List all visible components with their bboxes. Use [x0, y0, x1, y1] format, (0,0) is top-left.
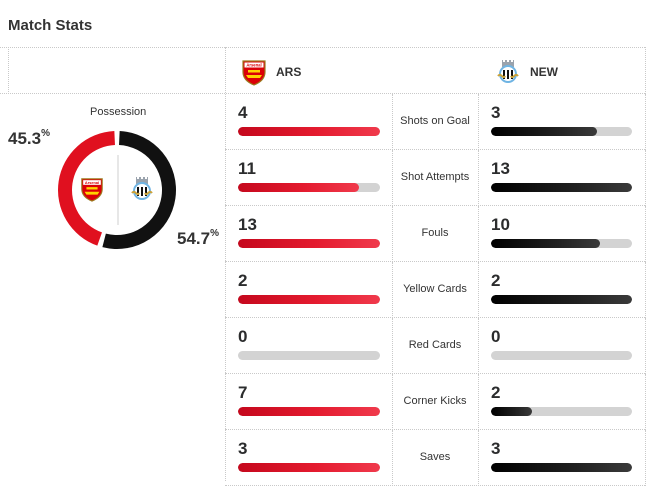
divider: [478, 318, 479, 374]
away-stat-value: 2: [491, 271, 501, 290]
home-stat-bar: [238, 127, 380, 136]
home-team-abbr: ARS: [276, 65, 302, 79]
away-stat-bar-fill: [491, 127, 597, 136]
home-stat-value: 11: [238, 159, 256, 178]
away-stat-value: 13: [491, 159, 510, 178]
home-stat-bar-fill: [238, 407, 380, 416]
possession-ring: Arsenal: [57, 131, 176, 249]
away-stat-bar-fill: [491, 407, 532, 416]
home-stat-bar: [238, 463, 380, 472]
away-stat-value: 0: [491, 327, 501, 346]
home-stat-bar: [238, 183, 380, 192]
divider: [645, 430, 646, 486]
home-stat-value: 2: [238, 271, 248, 290]
home-stat-bar-fill: [238, 239, 380, 248]
divider: [645, 374, 646, 430]
divider: [225, 205, 645, 206]
home-stat-value: 3: [238, 439, 248, 458]
newcastle-crest-icon: [131, 177, 153, 200]
divider: [392, 374, 393, 430]
divider: [0, 93, 645, 94]
home-stat-bar-fill: [238, 183, 359, 192]
divider: [392, 430, 393, 486]
away-team-abbr: NEW: [530, 65, 558, 79]
away-stat-bar: [491, 239, 632, 248]
away-stat-bar-fill: [491, 295, 632, 304]
home-team-header: Arsenal ARS: [240, 58, 301, 86]
section-title: Match Stats: [8, 17, 93, 34]
away-stat-value: 3: [491, 103, 501, 122]
divider: [225, 149, 645, 150]
away-stat-bar: [491, 295, 632, 304]
possession-label: Possession: [90, 106, 147, 118]
away-possession-value: 54.7%: [177, 228, 219, 248]
divider: [392, 318, 393, 374]
away-stat-bar: [491, 351, 632, 360]
away-stat-bar-fill: [491, 183, 632, 192]
divider: [478, 374, 479, 430]
arsenal-crest-icon: Arsenal: [242, 60, 266, 86]
home-stat-bar: [238, 295, 380, 304]
divider: [478, 94, 479, 150]
divider: [225, 429, 645, 430]
divider: [645, 94, 646, 150]
away-stat-bar: [491, 463, 632, 472]
home-stat-value: 0: [238, 327, 248, 346]
away-stat-bar-fill: [491, 463, 632, 472]
divider: [0, 47, 645, 48]
divider: [392, 150, 393, 206]
stat-label: Shots on Goal: [400, 115, 470, 127]
divider: [478, 206, 479, 262]
away-stat-value: 2: [491, 383, 501, 402]
away-stat-value: 10: [491, 215, 510, 234]
divider: [645, 47, 646, 94]
away-stat-value: 3: [491, 439, 501, 458]
divider: [645, 262, 646, 318]
home-possession-value: 45.3%: [8, 128, 50, 148]
stat-label: Fouls: [421, 227, 449, 239]
home-stat-bar-fill: [238, 295, 380, 304]
stat-label: Shot Attempts: [400, 171, 470, 183]
stat-label: Red Cards: [408, 339, 462, 351]
home-possession-arc: [57, 131, 115, 246]
away-stat-bar-fill: [491, 239, 600, 248]
divider: [225, 47, 226, 481]
divider: [645, 318, 646, 374]
stat-label: Corner Kicks: [403, 395, 467, 407]
home-stat-bar: [238, 407, 380, 416]
divider: [478, 262, 479, 318]
stat-label: Yellow Cards: [403, 283, 467, 295]
arsenal-crest-icon: Arsenal: [81, 178, 103, 202]
away-stat-bar: [491, 127, 632, 136]
away-possession-arc: [102, 131, 176, 249]
svg-text:Arsenal: Arsenal: [85, 180, 99, 185]
stat-label: Saves: [419, 451, 451, 463]
divider: [225, 317, 645, 318]
home-stat-value: 7: [238, 383, 248, 402]
divider: [478, 430, 479, 486]
divider: [392, 262, 393, 318]
svg-text:Arsenal: Arsenal: [246, 63, 261, 68]
home-stat-bar-fill: [238, 127, 380, 136]
home-stat-value: 13: [238, 215, 257, 234]
divider: [225, 261, 645, 262]
home-stat-bar-fill: [238, 463, 380, 472]
away-stat-bar: [491, 407, 632, 416]
away-stat-bar: [491, 183, 632, 192]
divider: [645, 150, 646, 206]
divider: [8, 47, 9, 94]
newcastle-crest-icon: [497, 60, 519, 83]
divider: [645, 206, 646, 262]
home-stat-value: 4: [238, 103, 248, 122]
divider: [392, 206, 393, 262]
divider: [392, 94, 393, 150]
home-stat-bar: [238, 351, 380, 360]
divider: [225, 373, 645, 374]
away-team-header: NEW: [494, 58, 558, 86]
divider: [478, 150, 479, 206]
home-stat-bar: [238, 239, 380, 248]
